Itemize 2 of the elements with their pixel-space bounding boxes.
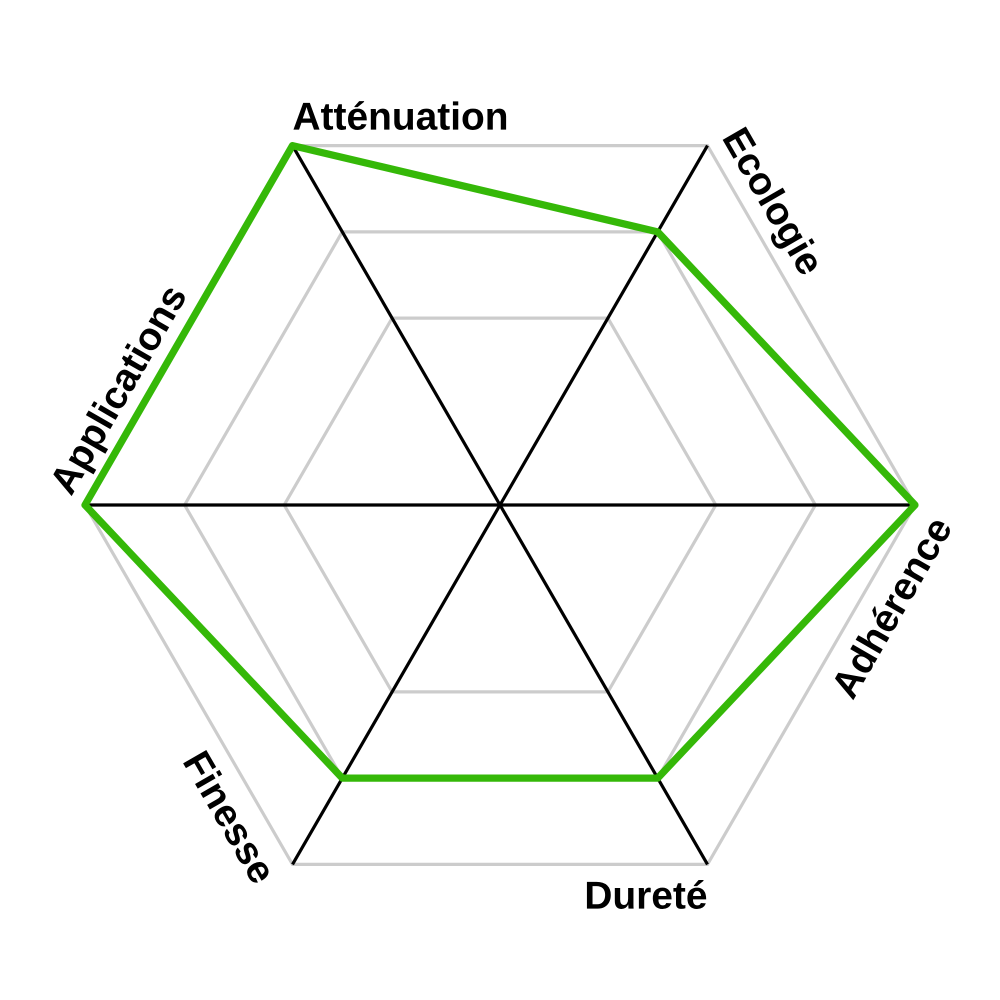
spoke-label: Dureté xyxy=(586,880,706,909)
spoke-label: Atténuation xyxy=(293,101,506,130)
